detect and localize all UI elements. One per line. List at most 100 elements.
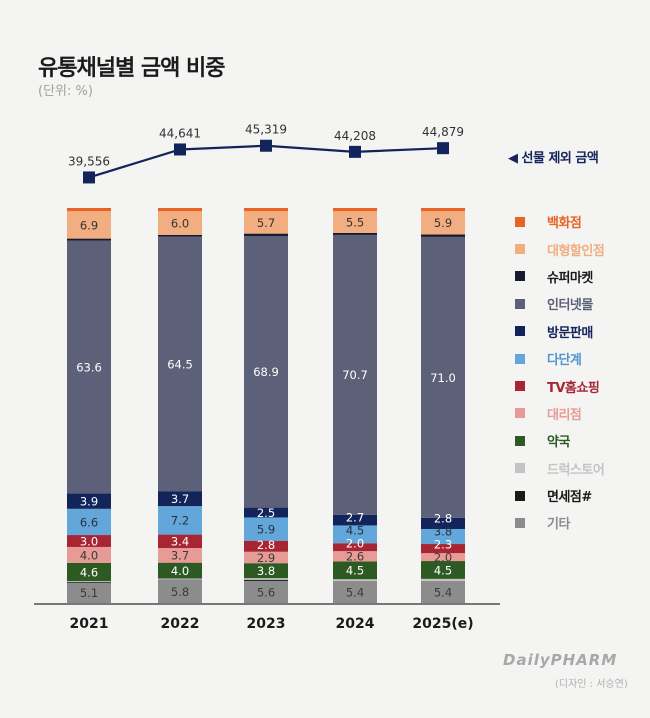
legend-swatch-icon <box>515 408 525 419</box>
bar-segment-other <box>333 581 377 603</box>
bar-segment-hypermarket <box>333 211 377 233</box>
bar-segment-multi-level <box>244 517 288 541</box>
bar-segment-duty-free <box>244 579 288 581</box>
legend-item: 약국 <box>515 427 604 454</box>
bar-value-label: 5.1 <box>80 586 98 600</box>
bar-segment-tv-home-shopping <box>421 544 465 554</box>
legend-swatch-icon <box>515 244 525 255</box>
legend-label: TV홈쇼핑 <box>547 380 600 396</box>
bar-segment-door-to-door <box>421 517 465 529</box>
bar-segment-door-to-door <box>158 491 202 507</box>
bar-segment-drugstore <box>158 578 202 580</box>
bar-value-label: 2.8 <box>434 511 452 525</box>
bar-value-label: 4.0 <box>80 548 98 562</box>
legend-label: 대형할인점 <box>547 243 605 259</box>
legend-swatch-icon <box>515 463 525 474</box>
legend-swatch-icon <box>515 271 525 282</box>
line-marker <box>83 171 95 184</box>
bar-segment-pharmacy <box>158 562 202 579</box>
bar-segment-pharmacy <box>244 563 288 579</box>
bar-segment-department-store <box>67 208 111 212</box>
bar-segment-tv-home-shopping <box>67 535 111 547</box>
bar-segment-other <box>67 582 111 603</box>
brand-logo: DailyPHARM <box>503 651 618 669</box>
legend-label: 대리점 <box>547 407 582 423</box>
bar-value-label: 4.5 <box>434 563 452 577</box>
bar-segment-tv-home-shopping <box>244 540 288 552</box>
bar-value-label: 5.4 <box>434 586 452 600</box>
bar-segment-pharmacy <box>421 561 465 579</box>
bar-segment-multi-level <box>333 525 377 544</box>
bar-segment-agency <box>67 546 111 563</box>
line-legend-label: 선물 제외 금액 <box>521 151 599 166</box>
legend-item: 인터넷몰 <box>515 290 604 317</box>
legend-label: 백화점 <box>547 216 582 232</box>
legend-item: 드럭스토어 <box>515 455 605 482</box>
x-tick-label: 2024 <box>336 616 375 632</box>
x-tick-label: 2022 <box>161 616 200 632</box>
bar-segment-agency <box>158 548 202 563</box>
bar-segment-department-store <box>244 208 288 212</box>
bar-segment-pharmacy <box>333 561 377 580</box>
legend-item: 대리점 <box>515 400 604 427</box>
bar-segment-online-mall <box>244 235 288 508</box>
legend-item: TV홈쇼핑 <box>515 372 604 399</box>
bar-value-label: 2.3 <box>434 537 452 551</box>
bar-value-label: 3.9 <box>80 494 98 508</box>
x-tick-label: 2025(e) <box>412 616 473 632</box>
bar-segment-multi-level <box>67 508 111 536</box>
line-legend: ◀ 선물 제외 금액 <box>508 147 599 166</box>
bar-segment-supermarket <box>244 233 288 236</box>
bar-segment-other <box>421 581 465 603</box>
bar-segment-door-to-door <box>244 507 288 518</box>
legend-item: 방문판매 <box>515 318 604 345</box>
bar-segment-online-mall <box>333 234 377 515</box>
line-marker <box>349 145 361 158</box>
bar-value-label: 5.8 <box>171 585 189 599</box>
bar-segment-multi-level <box>158 506 202 535</box>
bar-value-label: 7.2 <box>171 514 189 528</box>
bar-value-label: 5.6 <box>257 585 275 599</box>
line-value-label: 44,879 <box>422 125 464 139</box>
bar-segment-tv-home-shopping <box>158 534 202 549</box>
chart-title: 유통채널별 금액 비중 <box>38 56 225 81</box>
legend-swatch-icon <box>515 298 525 309</box>
bar-segment-drugstore <box>67 581 111 582</box>
bar-segment-online-mall <box>158 236 202 492</box>
bar-segment-agency <box>333 551 377 562</box>
bar-segment-online-mall <box>421 236 465 518</box>
bar-value-label: 3.8 <box>257 564 275 578</box>
bar-segment-agency <box>421 553 465 562</box>
legend-swatch-icon <box>515 435 525 446</box>
bar-segment-agency <box>244 551 288 564</box>
legend-label: 방문판매 <box>547 325 593 341</box>
bar-segment-duty-free <box>67 581 111 583</box>
line-value-label: 44,641 <box>159 126 201 140</box>
legend-item: 백화점 <box>515 208 604 235</box>
bar-value-label: 2.9 <box>257 551 275 565</box>
bar-segment-hypermarket <box>67 211 111 239</box>
legend-item: 면세점# <box>515 482 604 509</box>
bar-value-label: 2.0 <box>434 550 452 564</box>
x-tick-label: 2021 <box>70 616 109 632</box>
bar-value-label: 2.6 <box>346 550 364 564</box>
bar-value-label: 3.7 <box>171 549 189 563</box>
line-marker <box>437 142 449 155</box>
legend-swatch-icon <box>515 326 525 337</box>
bar-value-label: 3.8 <box>434 524 452 538</box>
bar-segment-drugstore <box>244 578 288 580</box>
legend-label: 약국 <box>547 435 570 451</box>
legend-label: 면세점# <box>547 490 592 506</box>
bar-segment-door-to-door <box>333 514 377 526</box>
bar-value-label: 5.5 <box>346 215 364 229</box>
legend-item: 슈퍼마켓 <box>515 263 604 290</box>
legend-label: 슈퍼마켓 <box>547 270 593 286</box>
bar-segment-other <box>244 580 288 603</box>
legend: 백화점 대형할인점 슈퍼마켓 인터넷몰 방문판매 다단계 TV홈쇼핑 대리점 약국 드럭스토어 면세… <box>515 208 605 537</box>
x-tick-label: 2023 <box>247 616 286 632</box>
bar-segment-department-store <box>158 208 202 212</box>
bar-segment-tv-home-shopping <box>333 543 377 552</box>
bar-value-label: 2.8 <box>257 538 275 552</box>
design-credit: (디자인 : 서승연) <box>555 679 628 690</box>
